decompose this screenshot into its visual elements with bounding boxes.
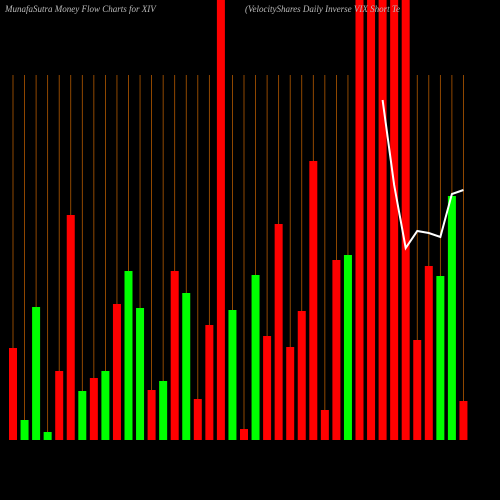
bar <box>112 304 121 440</box>
bar <box>228 310 237 440</box>
bar <box>286 347 295 440</box>
bar <box>78 391 87 440</box>
bar <box>124 271 133 440</box>
bar <box>20 420 29 440</box>
bar <box>367 0 376 440</box>
bar <box>159 381 168 440</box>
bar <box>378 0 387 440</box>
bar <box>297 311 306 440</box>
chart-title: MunafaSutra Money Flow Charts for XIV <box>4 4 157 14</box>
bar <box>263 336 272 440</box>
bar <box>89 378 98 440</box>
bar <box>205 325 214 440</box>
bar <box>101 371 110 440</box>
bar <box>240 429 248 440</box>
bar <box>170 271 179 440</box>
bar <box>55 371 64 440</box>
bar <box>390 0 399 440</box>
bar <box>216 0 225 440</box>
bar <box>424 266 433 440</box>
line <box>381 99 464 251</box>
bar <box>147 390 156 440</box>
bar <box>447 196 456 440</box>
bar <box>459 401 468 440</box>
bar <box>66 215 75 440</box>
bar <box>43 432 52 440</box>
bar <box>193 399 202 440</box>
bar <box>182 293 191 440</box>
bar <box>320 410 329 440</box>
bar <box>413 340 422 440</box>
bar <box>436 276 445 440</box>
chart-subtitle: (VelocityShares Daily Inverse VIX Short … <box>245 4 400 14</box>
bar <box>309 161 318 440</box>
bar <box>355 0 364 440</box>
bar <box>9 348 17 440</box>
bar <box>332 260 341 440</box>
bar <box>32 307 41 440</box>
bar <box>401 0 410 440</box>
bar <box>136 308 145 440</box>
bar <box>251 275 260 440</box>
bar <box>274 224 283 440</box>
bar <box>343 255 352 440</box>
